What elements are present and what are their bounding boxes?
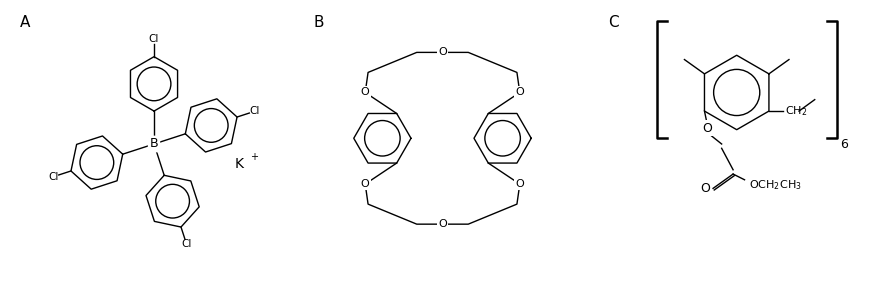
Text: CH$_2$: CH$_2$ [785,104,807,118]
Text: O: O [515,179,524,189]
Text: B: B [313,15,324,30]
Text: Cl: Cl [149,34,159,44]
Text: Cl: Cl [249,107,259,116]
Text: O: O [438,219,447,229]
Text: 6: 6 [840,138,848,151]
Text: O: O [700,182,710,195]
Text: C: C [608,15,619,30]
Text: O: O [703,122,712,135]
Text: K: K [235,157,243,171]
Text: O: O [438,48,447,57]
Text: O: O [515,88,524,97]
Text: B: B [150,137,158,151]
Text: A: A [19,15,30,30]
Text: +: + [250,152,258,162]
Text: Cl: Cl [49,172,59,181]
Text: OCH$_2$CH$_3$: OCH$_2$CH$_3$ [749,179,802,192]
Text: O: O [361,179,370,189]
Text: Cl: Cl [181,239,192,249]
Text: O: O [361,88,370,97]
